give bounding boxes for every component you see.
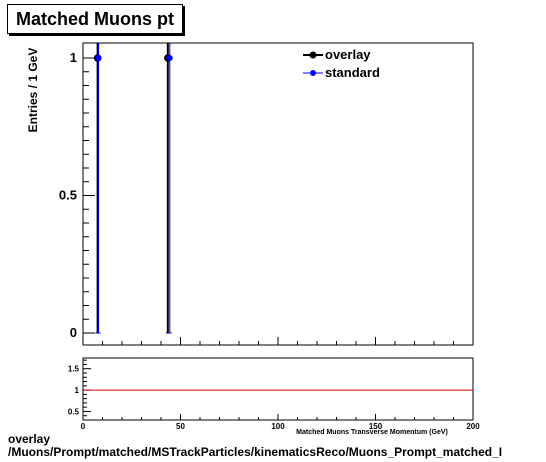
- y-tick-label: 1: [70, 50, 77, 65]
- standard-point: [166, 55, 173, 61]
- footer-line-1: overlay: [8, 432, 51, 446]
- main-y-ticks: 00.51: [59, 50, 95, 340]
- ratio-y-tick-label: 1: [75, 386, 80, 395]
- y-tick-label: 0.5: [59, 188, 77, 203]
- legend-overlay-marker: [309, 51, 317, 59]
- x-axis-label: Matched Muons Transverse Momentum (GeV): [296, 429, 448, 436]
- legend-standard-marker: [310, 70, 316, 76]
- ratio-y-tick-label: 1.5: [68, 365, 80, 374]
- main-x-ticks: [82, 337, 474, 345]
- x-tick-label: 100: [271, 422, 285, 431]
- main-data-marks: [93, 43, 173, 334]
- ratio-y-tick-label: 0.5: [68, 407, 80, 416]
- standard-point: [95, 55, 102, 61]
- legend-standard-label: standard: [325, 65, 380, 80]
- main-plot-frame: [82, 42, 474, 346]
- x-tick-label: 200: [466, 422, 480, 431]
- x-tick-label: 0: [81, 422, 86, 431]
- x-tick-label: 50: [176, 422, 185, 431]
- legend-overlay-label: overlay: [325, 47, 371, 62]
- ratio-plot-frame: [82, 357, 474, 421]
- ratio-x-ticks: 0 50 100 150 200: [81, 414, 480, 431]
- x-tick-label: 150: [369, 422, 383, 431]
- chart-title: Matched Muons pt: [7, 4, 183, 34]
- footer-line-2: /Muons/Prompt/matched/MSTrackParticles/k…: [8, 445, 503, 459]
- y-axis-label: Entries / 1 GeV: [26, 48, 40, 133]
- legend: overlay standard: [303, 47, 380, 80]
- ratio-y-ticks: 0.5 1 1.5: [68, 359, 91, 416]
- y-tick-label: 0: [70, 325, 77, 340]
